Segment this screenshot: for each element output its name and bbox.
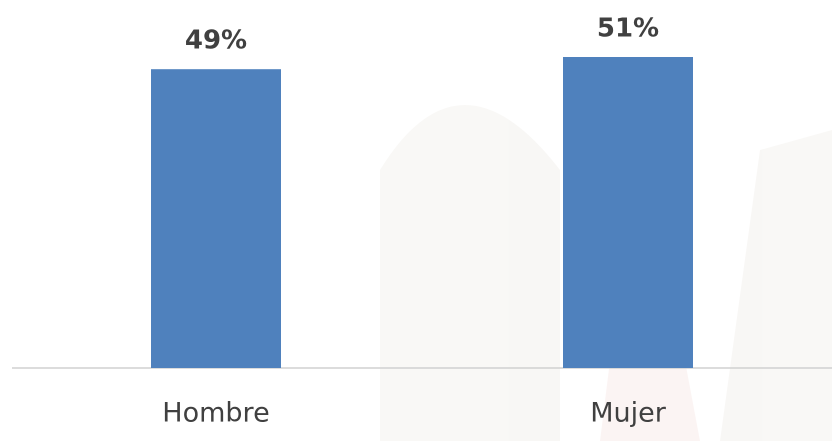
bar xyxy=(151,69,281,368)
watermark-wall xyxy=(720,130,832,441)
x-tick-label: Hombre xyxy=(162,398,269,429)
watermark-dome xyxy=(380,105,560,441)
x-tick-label: Mujer xyxy=(590,398,667,429)
bar xyxy=(563,57,693,368)
value-label: 51% xyxy=(597,14,659,44)
value-label: 49% xyxy=(185,26,247,56)
